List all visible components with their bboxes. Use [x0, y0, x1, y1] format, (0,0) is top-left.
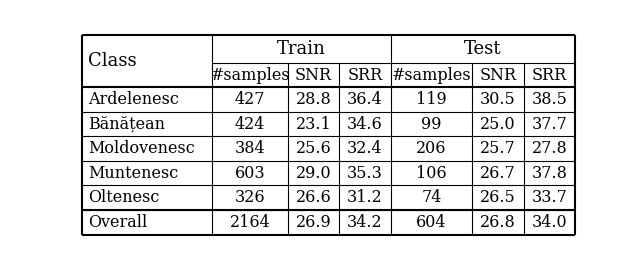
- Text: Moldovenesc: Moldovenesc: [88, 140, 195, 157]
- Text: 35.3: 35.3: [347, 165, 383, 182]
- Text: 27.8: 27.8: [531, 140, 567, 157]
- Text: Train: Train: [277, 40, 326, 58]
- Text: 34.0: 34.0: [531, 214, 567, 231]
- Text: Test: Test: [464, 40, 502, 58]
- Text: 99: 99: [421, 116, 442, 132]
- Text: 427: 427: [235, 91, 266, 108]
- Text: SRR: SRR: [532, 67, 567, 84]
- Text: 34.2: 34.2: [347, 214, 383, 231]
- Text: 31.2: 31.2: [347, 189, 383, 206]
- Text: 424: 424: [235, 116, 266, 132]
- Text: 26.7: 26.7: [480, 165, 516, 182]
- Text: 32.4: 32.4: [347, 140, 383, 157]
- Text: 603: 603: [235, 165, 266, 182]
- Text: 37.7: 37.7: [531, 116, 567, 132]
- Text: SNR: SNR: [295, 67, 332, 84]
- Text: 25.7: 25.7: [480, 140, 516, 157]
- Text: 26.5: 26.5: [480, 189, 516, 206]
- Text: Muntenesc: Muntenesc: [88, 165, 179, 182]
- Text: 25.0: 25.0: [480, 116, 516, 132]
- Text: 25.6: 25.6: [296, 140, 332, 157]
- Text: Class: Class: [88, 52, 137, 70]
- Text: 384: 384: [235, 140, 266, 157]
- Text: 206: 206: [416, 140, 447, 157]
- Text: 23.1: 23.1: [296, 116, 332, 132]
- Text: 604: 604: [416, 214, 447, 231]
- Text: 36.4: 36.4: [347, 91, 383, 108]
- Text: Bănățean: Bănățean: [88, 116, 165, 132]
- Text: 33.7: 33.7: [531, 189, 567, 206]
- Text: 74: 74: [421, 189, 442, 206]
- Text: 106: 106: [416, 165, 447, 182]
- Text: 30.5: 30.5: [480, 91, 516, 108]
- Text: SRR: SRR: [348, 67, 383, 84]
- Text: 38.5: 38.5: [531, 91, 567, 108]
- Text: 37.8: 37.8: [531, 165, 567, 182]
- Text: 34.6: 34.6: [347, 116, 383, 132]
- Text: #samples: #samples: [392, 67, 471, 84]
- Text: Overall: Overall: [88, 214, 148, 231]
- Text: #samples: #samples: [211, 67, 290, 84]
- Text: Oltenesc: Oltenesc: [88, 189, 160, 206]
- Text: 26.6: 26.6: [296, 189, 332, 206]
- Text: 26.9: 26.9: [296, 214, 332, 231]
- Text: 119: 119: [416, 91, 447, 108]
- Text: 26.8: 26.8: [480, 214, 516, 231]
- Text: 28.8: 28.8: [296, 91, 332, 108]
- Text: 29.0: 29.0: [296, 165, 332, 182]
- Text: 2164: 2164: [230, 214, 271, 231]
- Text: Ardelenesc: Ardelenesc: [88, 91, 179, 108]
- Text: 326: 326: [235, 189, 266, 206]
- Text: SNR: SNR: [479, 67, 516, 84]
